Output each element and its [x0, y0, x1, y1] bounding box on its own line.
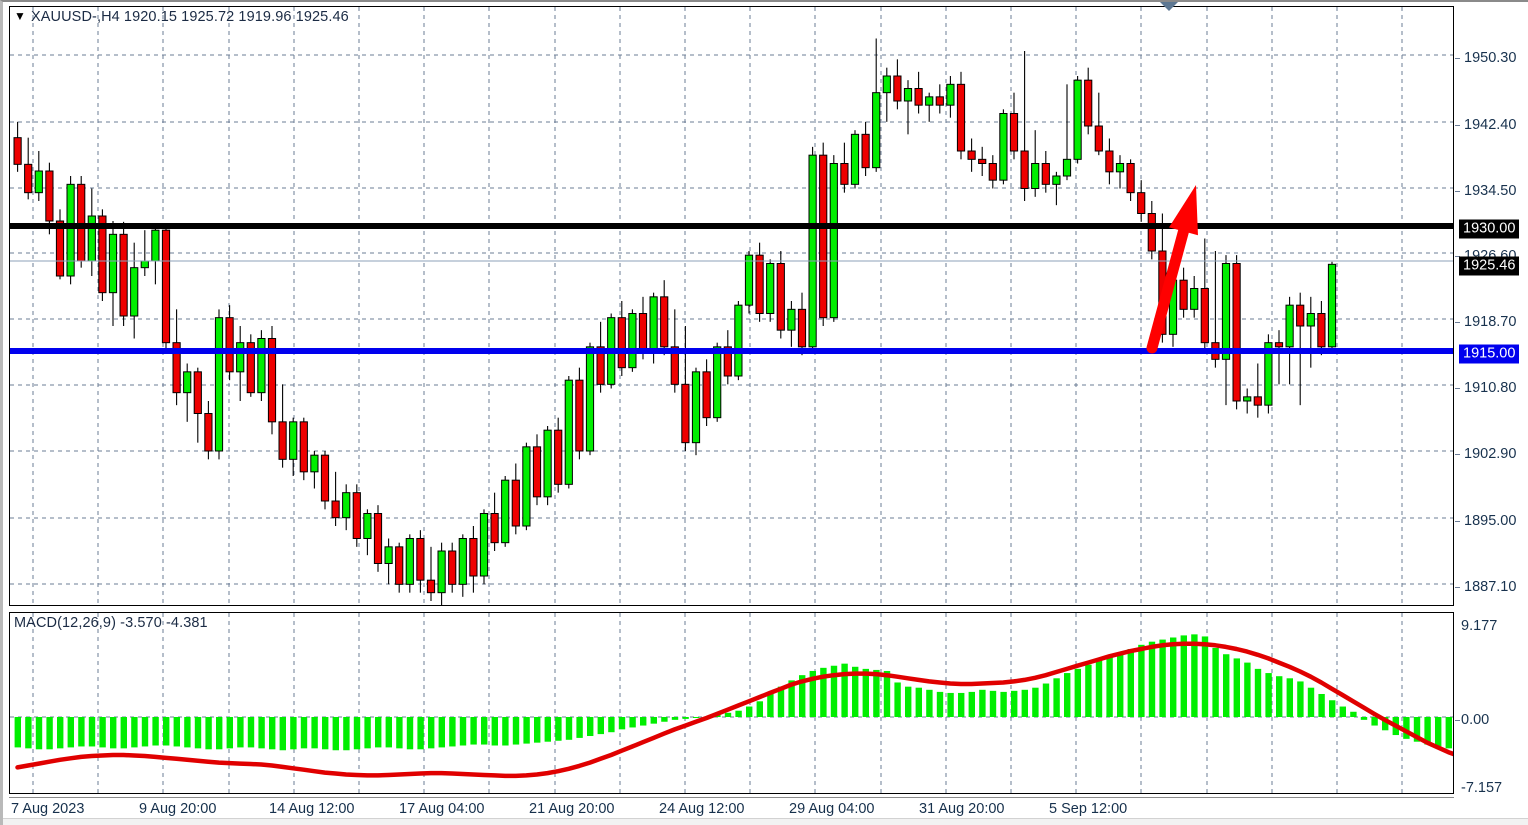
macd-histogram [14, 634, 1452, 751]
price-tick-label: 1887.10 [1464, 579, 1517, 595]
macd-tick-label: -7.157 [1461, 780, 1503, 796]
time-tick-label: 9 Aug 20:00 [139, 801, 217, 817]
macd-axis[interactable]: 9.177 0.00 -7.157 [1455, 612, 1528, 796]
macd-tick-label: 0.00 [1461, 712, 1490, 728]
time-tick-label: 21 Aug 20:00 [529, 801, 615, 817]
price-tick-label: 1942.40 [1464, 117, 1517, 133]
time-tick-label: 14 Aug 12:00 [269, 801, 355, 817]
price-tick-label: 1934.50 [1464, 183, 1517, 199]
collapse-icon[interactable]: ▼ [14, 9, 26, 23]
price-chart-canvas [10, 7, 1453, 605]
resistance-price-badge[interactable]: 1930.00 [1459, 219, 1520, 239]
price-tick-label: 1895.00 [1464, 513, 1517, 529]
price-chart-panel[interactable]: ▼ XAUUSD-,H4 1920.15 1925.72 1919.96 1925… [9, 6, 1454, 606]
price-tick [1455, 322, 1460, 323]
time-tick-label: 29 Aug 04:00 [789, 801, 875, 817]
macd-signal-line [15, 641, 1453, 779]
macd-tick [1455, 720, 1460, 721]
macd-header: MACD(12,26,9) -3.570 -4.381 [14, 615, 208, 631]
status-strip [3, 818, 1528, 825]
current-price-badge[interactable]: 1925.46 [1459, 256, 1520, 276]
support-price-badge[interactable]: 1915.00 [1459, 344, 1520, 364]
time-tick-label: 5 Sep 12:00 [1049, 801, 1128, 817]
price-tick-label: 1910.80 [1464, 380, 1517, 396]
price-tick-label: 1918.70 [1464, 314, 1517, 330]
time-axis[interactable]: 7 Aug 2023 9 Aug 20:00 14 Aug 12:00 17 Aug … [9, 797, 1454, 822]
time-tick-label: 24 Aug 12:00 [659, 801, 745, 817]
price-tick [1455, 191, 1460, 192]
price-tick [1455, 454, 1460, 455]
chart-header-text: XAUUSD-,H4 1920.15 1925.72 1919.96 1925.… [30, 9, 349, 25]
chart-object-marker-icon[interactable] [1160, 2, 1178, 11]
price-tick [1455, 58, 1460, 59]
price-tick-label: 1950.30 [1464, 50, 1517, 66]
macd-tick-label: 9.177 [1461, 618, 1498, 634]
bullish-arrow-annotation [1146, 185, 1198, 354]
price-tick-label: 1902.90 [1464, 446, 1517, 462]
time-tick-label: 7 Aug 2023 [11, 801, 85, 817]
price-axis[interactable]: 1950.301942.401934.501930.001926.601925.… [1455, 6, 1528, 606]
price-tick [1455, 125, 1460, 126]
price-tick [1455, 587, 1460, 588]
macd-chart-canvas [10, 613, 1453, 793]
time-tick-label: 31 Aug 20:00 [919, 801, 1005, 817]
price-tick [1455, 256, 1460, 257]
price-tick [1455, 388, 1460, 389]
time-tick-label: 17 Aug 04:00 [399, 801, 485, 817]
macd-indicator-panel[interactable]: MACD(12,26,9) -3.570 -4.381 [9, 612, 1454, 794]
candlestick-series [13, 38, 1337, 605]
chart-header: ▼ XAUUSD-,H4 1920.15 1925.72 1919.96 1925… [14, 9, 349, 25]
price-tick [1455, 521, 1460, 522]
